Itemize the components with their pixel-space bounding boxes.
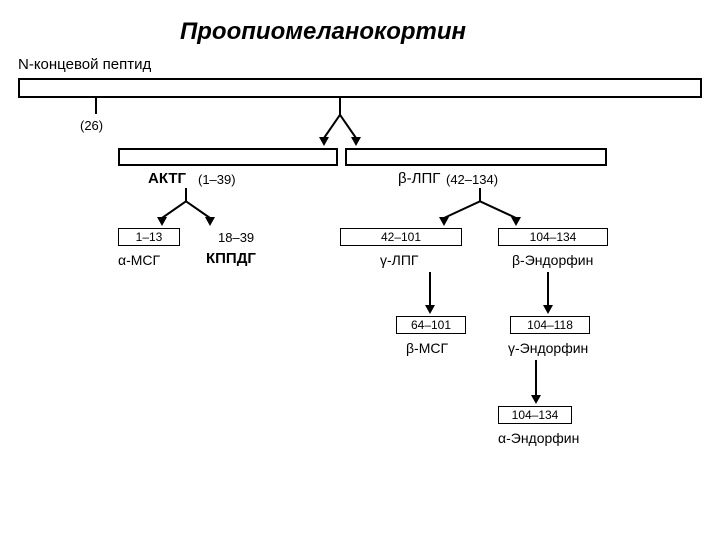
arrow-layer [0, 0, 720, 540]
